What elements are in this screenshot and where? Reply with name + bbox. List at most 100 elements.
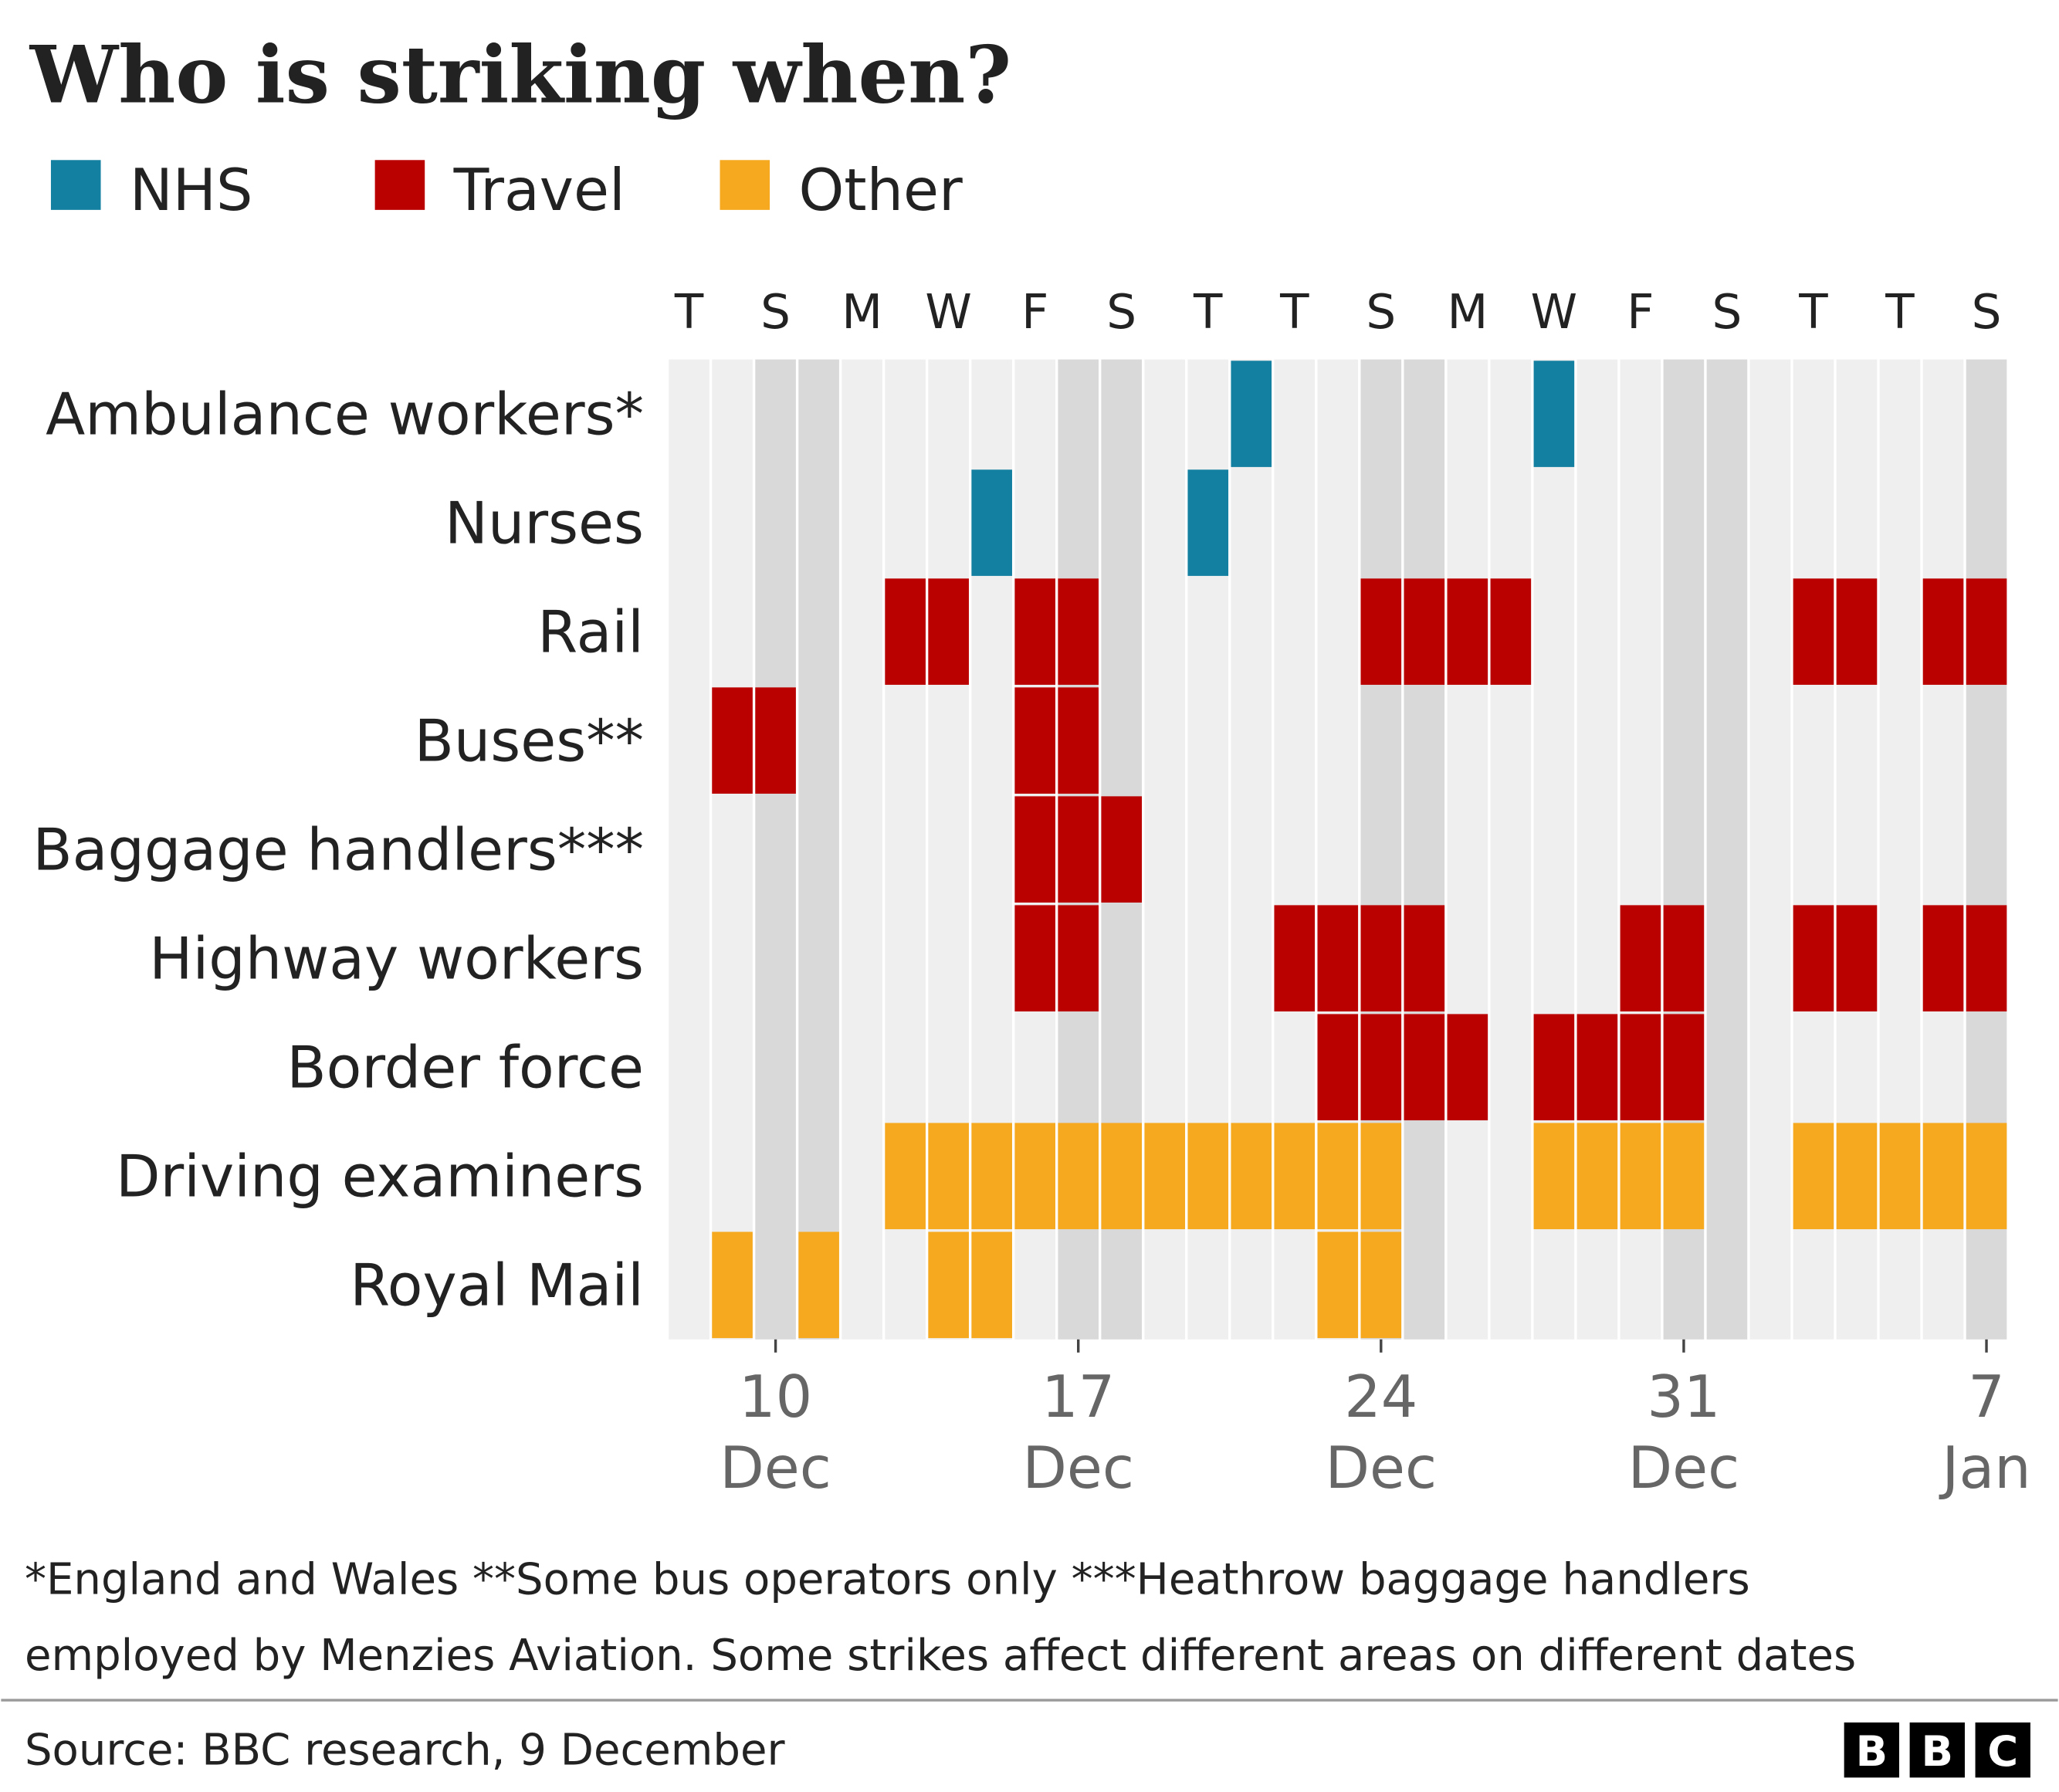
weekday-label: W — [925, 285, 971, 340]
strike-cell — [1101, 1123, 1143, 1230]
strike-cell — [1447, 578, 1488, 685]
footnote: employed by Menzies Aviation. Some strik… — [25, 1631, 1856, 1681]
strike-cell — [1360, 1231, 1402, 1339]
column-bg — [669, 359, 709, 1340]
legend-label: Other — [798, 157, 963, 224]
weekday-label: M — [842, 285, 882, 340]
strike-cell — [971, 1231, 1012, 1339]
legend-swatch — [374, 160, 425, 210]
strike-cell — [1922, 1123, 1964, 1230]
strike-cell — [1274, 1123, 1316, 1230]
legend-label: Travel — [453, 157, 625, 224]
strike-cell — [1836, 1123, 1878, 1230]
legend-swatch — [720, 160, 770, 210]
legend-swatch — [50, 160, 101, 210]
row-label: Royal Mail — [350, 1252, 644, 1319]
x-tick-label: 17 — [1041, 1363, 1115, 1431]
strike-cell — [1620, 1014, 1661, 1121]
weekday-label: T — [1279, 285, 1309, 340]
weekday-label: S — [1712, 285, 1742, 340]
x-tick-month: Dec — [1325, 1435, 1437, 1502]
strike-cell — [1231, 1123, 1272, 1230]
x-tick-label: 31 — [1647, 1363, 1720, 1431]
strike-cell — [1317, 1231, 1359, 1339]
x-tick-month: Dec — [1628, 1435, 1740, 1502]
strike-cell — [1144, 1123, 1186, 1230]
weekday-label: S — [1106, 285, 1136, 340]
logo-letter: C — [1987, 1727, 2018, 1776]
strike-cell — [1360, 1014, 1402, 1121]
strike-cell — [1793, 905, 1834, 1012]
strike-cell — [712, 1231, 753, 1339]
weekday-label: T — [1885, 285, 1915, 340]
column-bg — [798, 359, 839, 1340]
logo-letter: B — [1922, 1727, 1953, 1776]
strike-cell — [971, 469, 1012, 576]
strike-cell — [712, 687, 753, 794]
row-label: Highway workers — [149, 926, 644, 993]
strike-cell — [1663, 1123, 1705, 1230]
weekday-label: T — [674, 285, 704, 340]
strike-cell — [928, 1123, 969, 1230]
weekday-label: S — [760, 285, 791, 340]
strike-cell — [1922, 578, 1964, 685]
strike-cell — [1663, 905, 1705, 1012]
weekday-label: T — [1798, 285, 1828, 340]
strike-cell — [1187, 469, 1229, 576]
strike-cell — [755, 687, 796, 794]
column-bg — [842, 359, 882, 1340]
strike-cell — [1576, 1014, 1618, 1121]
strike-cell — [885, 578, 926, 685]
strike-cell — [1793, 578, 1834, 685]
strike-cell — [1404, 1014, 1445, 1121]
strike-cell — [1058, 796, 1099, 903]
weekday-label: S — [1972, 285, 2002, 340]
strike-cell — [928, 1231, 969, 1339]
logo-box — [1909, 1722, 1965, 1778]
strike-cell — [1014, 1123, 1055, 1230]
strike-cell — [928, 578, 969, 685]
weekday-label: M — [1447, 285, 1488, 340]
column-bg — [1490, 359, 1532, 1340]
x-tick-month: Dec — [720, 1435, 831, 1502]
strike-cell — [1966, 578, 2007, 685]
column-bg — [755, 359, 796, 1340]
strike-cell — [1360, 578, 1402, 685]
strike-cell — [1836, 578, 1878, 685]
strike-cell — [1101, 796, 1143, 903]
source: Source: BBC research, 9 December — [25, 1725, 785, 1775]
row-label: Buses** — [415, 707, 644, 774]
strike-cell — [1533, 1014, 1575, 1121]
strike-cell — [1836, 905, 1878, 1012]
weekday-label: T — [1193, 285, 1223, 340]
strike-cell — [1014, 905, 1055, 1012]
strike-cell — [1533, 1123, 1575, 1230]
strike-cell — [1317, 905, 1359, 1012]
column-bg — [1706, 359, 1748, 1340]
strike-cell — [1231, 361, 1272, 467]
chart-title: Who is striking when? — [29, 29, 1011, 122]
row-label: Driving examiners — [116, 1143, 644, 1211]
row-label: Ambulance workers* — [46, 381, 644, 448]
strike-cell — [1058, 687, 1099, 794]
strike-cell — [1317, 1014, 1359, 1121]
weekday-label: F — [1021, 285, 1048, 340]
column-bg — [1749, 359, 1791, 1340]
footnote: *England and Wales **Some bus operators … — [25, 1554, 1750, 1604]
logo-box — [1975, 1722, 2030, 1778]
strike-cell — [1058, 905, 1099, 1012]
row-label: Rail — [537, 598, 644, 666]
column-bg — [1447, 359, 1488, 1340]
column-bg — [712, 359, 753, 1340]
x-tick-month: Jan — [1939, 1435, 2030, 1502]
row-label: Baggage handlers*** — [32, 817, 644, 884]
strike-cell — [1058, 578, 1099, 685]
logo-letter: B — [1856, 1727, 1888, 1776]
strike-cell — [1014, 578, 1055, 685]
logo-box — [1844, 1722, 1900, 1778]
weekday-label: S — [1366, 285, 1396, 340]
strike-cell — [1014, 687, 1055, 794]
x-tick-label: 10 — [739, 1363, 812, 1431]
strike-cell — [1360, 905, 1402, 1012]
column-bg — [1404, 359, 1445, 1340]
